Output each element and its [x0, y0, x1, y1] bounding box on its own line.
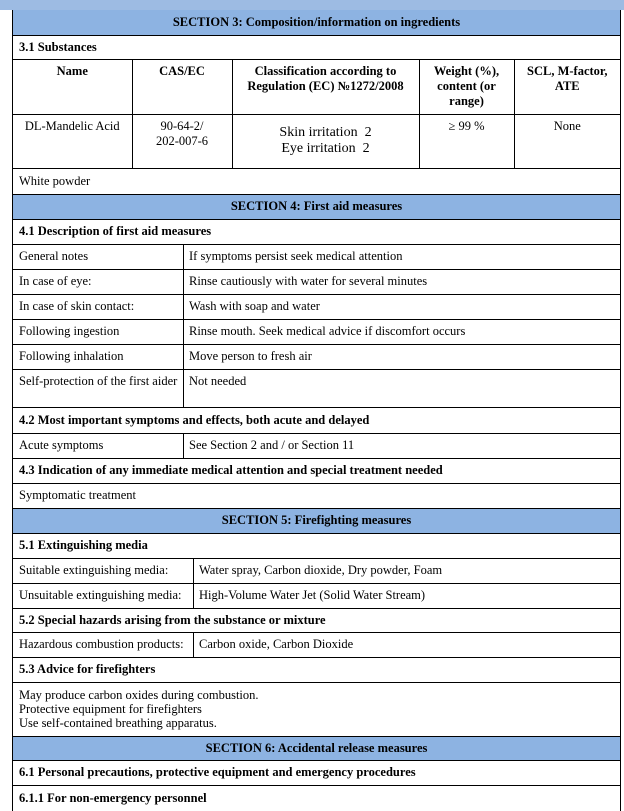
- col-scl: SCL, M-factor, ATE: [514, 60, 620, 115]
- suitable-media-row: Suitable extinguishing media: Water spray…: [13, 558, 620, 584]
- subsection-6-1: 6.1 Personal precautions, protective equ…: [13, 761, 620, 786]
- col-weight: Weight (%), content (or range): [419, 60, 515, 115]
- row-label: In case of eye:: [13, 269, 184, 294]
- row-label: Acute symptoms: [13, 433, 184, 458]
- advice-line: May produce carbon oxides during combust…: [19, 688, 259, 702]
- row-label: Suitable extinguishing media:: [13, 558, 194, 583]
- first-aid-row: General notes If symptoms persist seek me…: [13, 244, 620, 270]
- row-value: Not needed: [189, 373, 247, 388]
- table-header-row: Name CAS/EC Classification according to …: [13, 60, 620, 115]
- subsection-title: 3.1 Substances: [19, 40, 97, 54]
- subsection-5-3: 5.3 Advice for firefighters: [13, 658, 620, 683]
- row-value: Carbon oxide, Carbon Dioxide: [199, 637, 354, 651]
- row-label: General notes: [13, 244, 184, 269]
- row-label: In case of skin contact:: [13, 294, 184, 319]
- table-row: DL-Mandelic Acid 90-64-2/202-007-6 Skin …: [13, 114, 620, 169]
- subsection-title: 5.3 Advice for firefighters: [19, 662, 156, 676]
- subsection-6-1-1: 6.1.1 For non-emergency personnel: [13, 786, 620, 811]
- row-value: See Section 2 and / or Section 11: [189, 438, 355, 452]
- class-eye: Eye irritation 2: [281, 141, 370, 156]
- subsection-5-2: 5.2 Special hazards arising from the sub…: [13, 609, 620, 633]
- row-value: Rinse cautiously with water for several …: [189, 274, 428, 288]
- physical-description: White powder: [13, 169, 620, 195]
- class-skin: Skin irritation 2: [279, 125, 372, 140]
- advice-line: Use self-contained breathing apparatus.: [19, 716, 217, 730]
- firefighter-advice: May produce carbon oxides during combust…: [13, 683, 620, 737]
- subsection-title: 4.1 Description of first aid measures: [19, 224, 212, 238]
- cas-number: 90-64-2/: [160, 118, 204, 133]
- subsection-3-1: 3.1 Substances: [13, 36, 620, 60]
- first-aid-row: In case of skin contact: Wash with soap a…: [13, 294, 620, 320]
- row-value: Move person to fresh air: [189, 349, 312, 363]
- top-band: [0, 0, 624, 10]
- unsuitable-media-row: Unsuitable extinguishing media: High-Volu…: [13, 583, 620, 609]
- first-aid-row: Self-protection of the first aider Not ne…: [13, 369, 620, 408]
- row-value: If symptoms persist seek medical attenti…: [189, 249, 403, 263]
- subsection-4-3: 4.3 Indication of any immediate medical …: [13, 459, 620, 484]
- row-label: Unsuitable extinguishing media:: [13, 583, 194, 608]
- subsection-title: 6.1.1 For non-emergency personnel: [19, 790, 207, 805]
- ec-number: 202-007-6: [155, 133, 209, 148]
- row-value: Wash with soap and water: [189, 299, 320, 313]
- row-value: Rinse mouth. Seek medical advice if disc…: [189, 324, 466, 338]
- subsection-title: 4.3 Indication of any immediate medical …: [19, 463, 443, 477]
- acute-symptoms-row: Acute symptoms See Section 2 and / or Sec…: [13, 433, 620, 459]
- hazardous-products-row: Hazardous combustion products: Carbon oxi…: [13, 632, 620, 658]
- advice-line: Protective equipment for firefighters: [19, 702, 202, 716]
- row-value: High-Volume Water Jet (Solid Water Strea…: [199, 588, 426, 602]
- subsection-4-2: 4.2 Most important symptoms and effects,…: [13, 408, 620, 434]
- section-4-header: SECTION 4: First aid measures: [13, 194, 620, 220]
- section-title: SECTION 3: Composition/information on in…: [172, 15, 461, 29]
- row-label: Hazardous combustion products:: [13, 632, 194, 657]
- treatment-row: Symptomatic treatment: [13, 484, 620, 509]
- cell-weight: ≥ 99 %: [419, 114, 515, 169]
- section-title: SECTION 4: First aid measures: [230, 199, 403, 213]
- first-aid-row: Following inhalation Move person to fresh…: [13, 344, 620, 370]
- subsection-title: 4.2 Most important symptoms and effects,…: [19, 412, 370, 427]
- subsection-5-1: 5.1 Extinguishing media: [13, 534, 620, 559]
- section-3-header: SECTION 3: Composition/information on in…: [13, 10, 620, 36]
- cell-scl: None: [514, 114, 620, 169]
- row-label: Following ingestion: [13, 319, 184, 344]
- substances-table: Name CAS/EC Classification according to …: [13, 60, 620, 169]
- section-title: SECTION 5: Firefighting measures: [221, 513, 412, 527]
- col-classification: Classification according to Regulation (…: [232, 60, 420, 115]
- cell-classification: Skin irritation 2 Eye irritation 2: [232, 114, 420, 169]
- subsection-4-1: 4.1 Description of first aid measures: [13, 220, 620, 245]
- description-text: White powder: [19, 173, 91, 188]
- section-5-header: SECTION 5: Firefighting measures: [13, 508, 620, 534]
- section-6-header: SECTION 6: Accidental release measures: [13, 736, 620, 761]
- cell-name: DL-Mandelic Acid: [13, 114, 133, 169]
- row-value: Water spray, Carbon dioxide, Dry powder,…: [199, 563, 443, 577]
- section-title: SECTION 6: Accidental release measures: [205, 740, 428, 755]
- subsection-title: 5.2 Special hazards arising from the sub…: [19, 612, 326, 627]
- sds-document: SECTION 3: Composition/information on in…: [12, 10, 621, 811]
- col-cas-ec: CAS/EC: [132, 60, 233, 115]
- first-aid-row: In case of eye: Rinse cautiously with wat…: [13, 269, 620, 295]
- first-aid-row: Following ingestion Rinse mouth. Seek med…: [13, 319, 620, 345]
- col-name: Name: [13, 60, 133, 115]
- row-label: Self-protection of the first aider: [13, 369, 184, 407]
- subsection-title: 5.1 Extinguishing media: [19, 538, 148, 552]
- cell-cas-ec: 90-64-2/202-007-6: [132, 114, 233, 169]
- treatment-text: Symptomatic treatment: [19, 488, 136, 502]
- row-label: Following inhalation: [13, 344, 184, 369]
- subsection-title: 6.1 Personal precautions, protective equ…: [19, 765, 416, 779]
